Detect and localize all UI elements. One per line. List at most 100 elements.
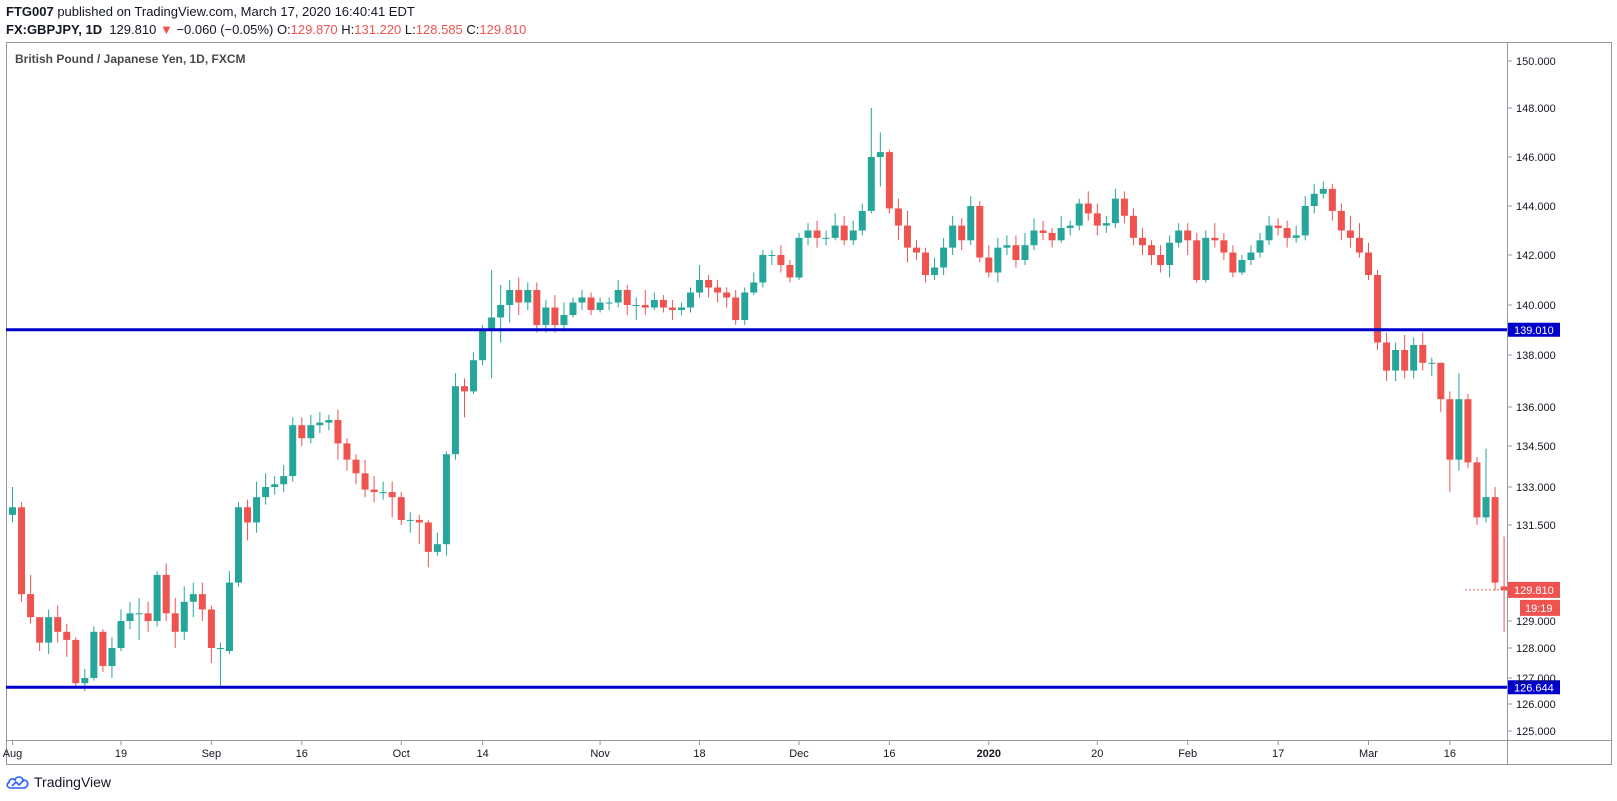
candle[interactable]: [1346, 215, 1354, 248]
candle[interactable]: [551, 295, 559, 333]
candle[interactable]: [867, 108, 875, 214]
candle[interactable]: [361, 459, 369, 498]
candle[interactable]: [515, 277, 523, 316]
candle[interactable]: [596, 297, 604, 313]
candle[interactable]: [813, 220, 821, 248]
candle[interactable]: [1355, 223, 1363, 258]
candle[interactable]: [1202, 230, 1210, 283]
candle[interactable]: [225, 571, 233, 654]
candle[interactable]: [36, 617, 44, 651]
candle[interactable]: [262, 473, 270, 505]
candle[interactable]: [1374, 270, 1382, 350]
candle[interactable]: [1482, 448, 1490, 523]
candle[interactable]: [162, 563, 170, 621]
candle[interactable]: [732, 290, 740, 325]
candle[interactable]: [894, 198, 902, 241]
candle[interactable]: [189, 582, 197, 618]
candle[interactable]: [1310, 183, 1318, 214]
candle[interactable]: [578, 290, 586, 310]
candle[interactable]: [171, 597, 179, 648]
candle[interactable]: [1464, 394, 1472, 468]
candle[interactable]: [415, 514, 423, 545]
candle[interactable]: [235, 502, 242, 587]
candle[interactable]: [831, 213, 839, 241]
candle[interactable]: [45, 609, 53, 654]
candle[interactable]: [922, 247, 930, 283]
candle[interactable]: [307, 414, 315, 444]
candle[interactable]: [1500, 536, 1508, 632]
price-axis[interactable]: 125.000 126.000 127.000 128.000 129.000 131.5…: [1507, 56, 1556, 738]
candle[interactable]: [117, 609, 125, 651]
candle[interactable]: [244, 499, 252, 541]
candle[interactable]: [1129, 208, 1137, 246]
candle[interactable]: [560, 302, 568, 331]
candle[interactable]: [750, 272, 758, 296]
candle[interactable]: [1012, 235, 1020, 268]
candle[interactable]: [1084, 191, 1092, 221]
candle[interactable]: [650, 292, 658, 311]
candle[interactable]: [370, 476, 378, 503]
candle[interactable]: [433, 532, 441, 556]
candle[interactable]: [524, 282, 532, 311]
symbol-label[interactable]: FX:GBPJPY, 1D: [6, 22, 103, 37]
candle[interactable]: [876, 132, 884, 187]
candle[interactable]: [1048, 228, 1056, 248]
candle[interactable]: [1365, 242, 1372, 280]
candle[interactable]: [1157, 245, 1165, 273]
candle[interactable]: [1211, 223, 1219, 248]
candle[interactable]: [1093, 203, 1101, 236]
candle[interactable]: [1283, 220, 1291, 248]
candle[interactable]: [488, 270, 496, 379]
candle[interactable]: [9, 487, 16, 523]
candle[interactable]: [1075, 198, 1083, 231]
candle[interactable]: [569, 297, 577, 318]
candle[interactable]: [858, 203, 866, 236]
candle[interactable]: [180, 586, 188, 640]
candle[interactable]: [1446, 391, 1454, 493]
candle[interactable]: [786, 260, 794, 283]
candle[interactable]: [1292, 225, 1300, 243]
candle[interactable]: [777, 245, 785, 273]
candle[interactable]: [768, 250, 776, 265]
candle[interactable]: [379, 481, 387, 500]
candle[interactable]: [804, 223, 812, 246]
candle[interactable]: [271, 476, 279, 495]
candle[interactable]: [1120, 191, 1128, 224]
candle[interactable]: [1392, 342, 1400, 382]
candle[interactable]: [1057, 215, 1065, 243]
candle[interactable]: [18, 502, 26, 602]
candle[interactable]: [677, 302, 685, 316]
candle[interactable]: [90, 626, 98, 681]
candle[interactable]: [1437, 362, 1445, 413]
candle[interactable]: [479, 325, 487, 366]
candle[interactable]: [1319, 181, 1327, 199]
candle[interactable]: [1175, 223, 1183, 248]
candle[interactable]: [903, 210, 911, 263]
candle[interactable]: [108, 637, 116, 678]
candle[interactable]: [144, 601, 152, 632]
candle[interactable]: [1003, 235, 1011, 255]
candle[interactable]: [1220, 232, 1228, 260]
candle[interactable]: [967, 196, 975, 246]
candle[interactable]: [714, 280, 722, 303]
candle[interactable]: [1419, 332, 1427, 371]
candle[interactable]: [198, 582, 206, 621]
candle[interactable]: [388, 481, 396, 518]
candle[interactable]: [325, 414, 333, 431]
candle[interactable]: [849, 220, 857, 246]
candle[interactable]: [99, 629, 107, 672]
candle[interactable]: [280, 465, 288, 493]
candle[interactable]: [1111, 188, 1119, 229]
candle[interactable]: [298, 417, 306, 446]
candle[interactable]: [397, 492, 405, 525]
candle[interactable]: [289, 417, 297, 482]
candle[interactable]: [913, 240, 920, 260]
candle[interactable]: [741, 287, 749, 326]
candle[interactable]: [931, 257, 939, 281]
candle[interactable]: [253, 481, 261, 533]
candle[interactable]: [1021, 232, 1029, 265]
candle[interactable]: [1455, 373, 1463, 471]
candle[interactable]: [1337, 203, 1345, 241]
candle[interactable]: [976, 201, 984, 263]
candle[interactable]: [461, 378, 468, 418]
